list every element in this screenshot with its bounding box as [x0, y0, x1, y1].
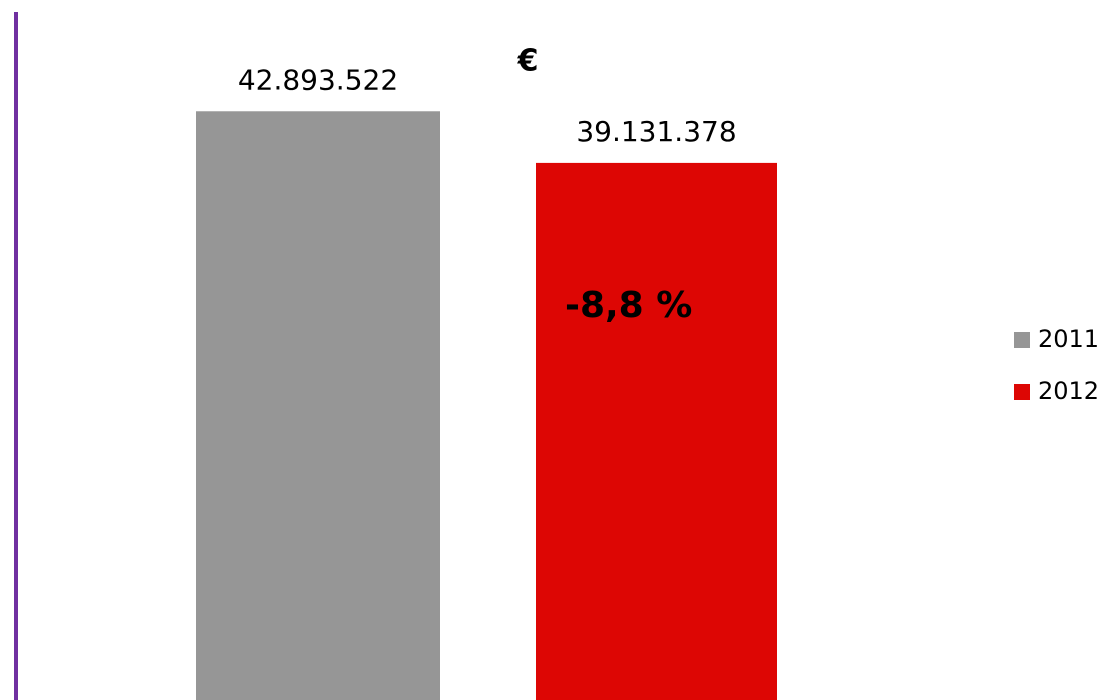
value-label: 42.893.522 — [238, 63, 398, 96]
bar — [536, 162, 777, 700]
legend-swatch — [1014, 332, 1030, 348]
bar — [196, 111, 440, 700]
legend-label: 2011 — [1038, 325, 1099, 353]
chart-title: € — [517, 44, 539, 79]
legend-swatch — [1014, 384, 1030, 400]
value-label: 39.131.378 — [576, 115, 736, 148]
legend-label: 2012 — [1038, 377, 1099, 405]
annotation: -8,8 % — [565, 285, 692, 326]
